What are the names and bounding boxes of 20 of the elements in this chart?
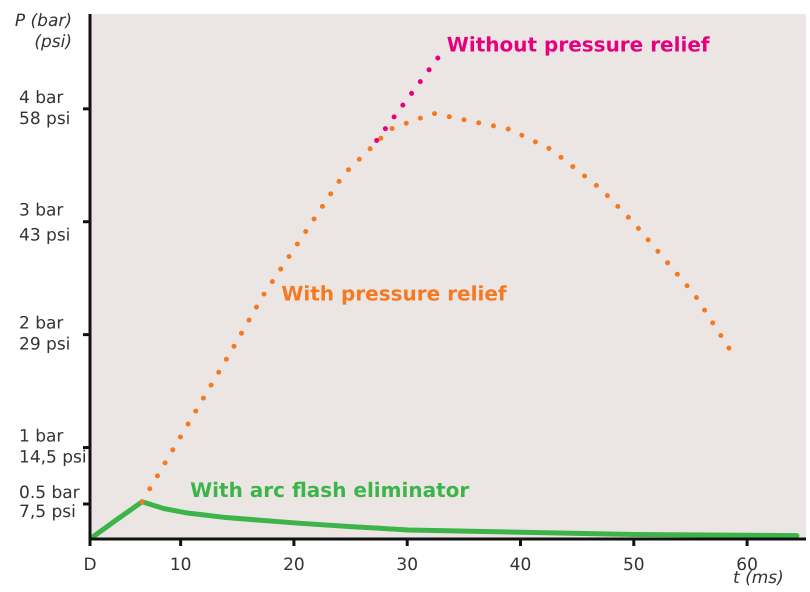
- x-tick-label: 50: [622, 555, 645, 575]
- series-label: With pressure relief: [281, 282, 507, 306]
- y-tick-label: 4 bar: [19, 88, 64, 108]
- y2-tick-label: 14,5 psi: [19, 448, 87, 468]
- y-axis-title: P (bar) (psi): [14, 11, 72, 52]
- x-tick-label: 40: [510, 555, 532, 575]
- series-label: Without pressure relief: [446, 32, 710, 56]
- y2-tick-label: 43 psi: [19, 226, 70, 246]
- y2-tick-label: 58 psi: [19, 108, 70, 129]
- y2-tick-label: 7,5 psi: [19, 502, 76, 522]
- x-tick-label: 20: [283, 555, 305, 575]
- x-tick-label: 30: [396, 555, 418, 575]
- y-tick-label: 0.5 bar: [19, 483, 80, 503]
- x-tick-label: D: [83, 555, 97, 575]
- series-label: With arc flash eliminator: [190, 478, 470, 502]
- x-tick-label: 10: [170, 555, 192, 575]
- y-tick-label: 3 bar: [19, 200, 64, 221]
- y-tick-label: 2 bar: [19, 314, 64, 334]
- y2-tick-label: 29 psi: [19, 334, 70, 355]
- y-tick-label: 1 bar: [19, 426, 64, 447]
